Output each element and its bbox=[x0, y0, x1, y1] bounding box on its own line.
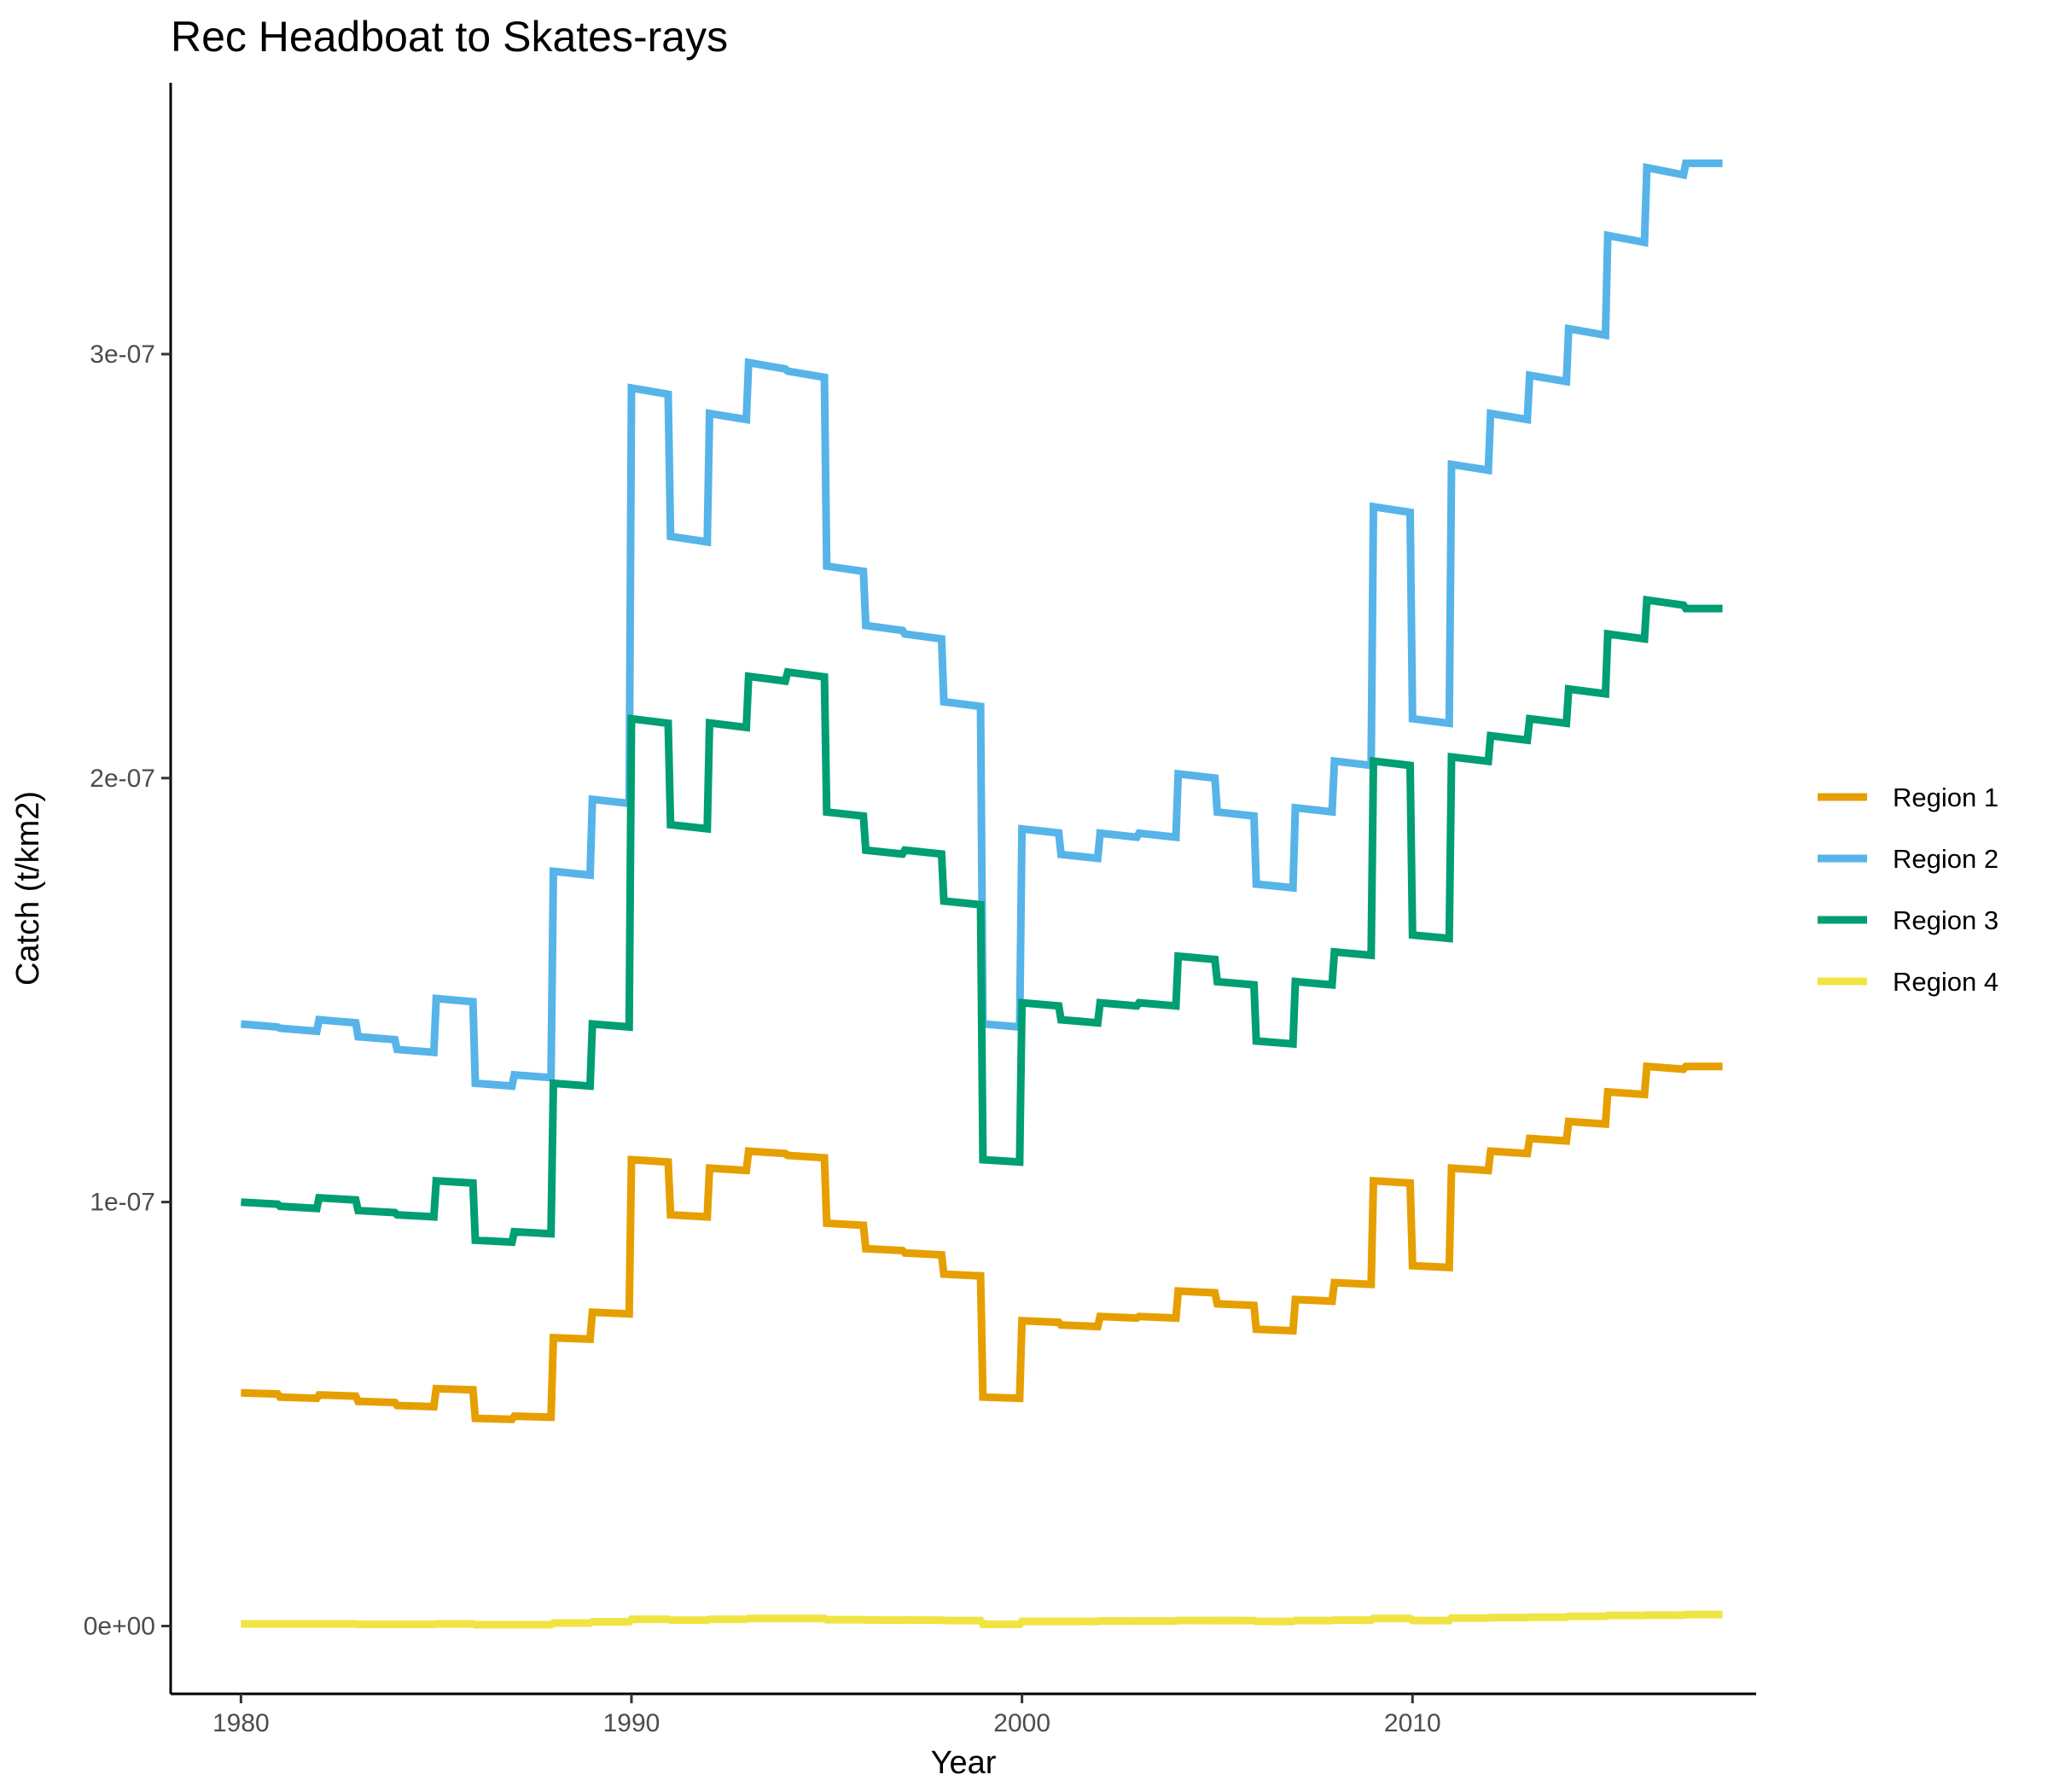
legend-label: Region 4 bbox=[1893, 967, 1999, 997]
legend-label: Region 2 bbox=[1893, 844, 1999, 874]
y-tick-label: 1e-07 bbox=[90, 1189, 155, 1217]
legend: Region 1 Region 2 Region 3 Region 4 bbox=[1818, 783, 1999, 997]
y-axis-title: Catch (t/km2) bbox=[10, 791, 46, 986]
x-tick-label: 2010 bbox=[1384, 1709, 1441, 1737]
chart-title: Rec Headboat to Skates-rays bbox=[171, 13, 729, 61]
series-line-region-3 bbox=[241, 595, 1723, 1247]
y-tick-label: 0e+00 bbox=[84, 1613, 155, 1641]
legend-label: Region 1 bbox=[1893, 783, 1999, 812]
series-line-region-4 bbox=[241, 1610, 1723, 1629]
y-tick-label: 2e-07 bbox=[90, 765, 155, 793]
series-line-region-1 bbox=[241, 1062, 1723, 1423]
legend-label: Region 3 bbox=[1893, 905, 1999, 935]
series-lines bbox=[241, 159, 1723, 1629]
x-tick-label: 2000 bbox=[993, 1709, 1050, 1737]
series-line-region-2 bbox=[241, 159, 1723, 1091]
y-tick-label: 3e-07 bbox=[90, 340, 155, 369]
x-tick-label: 1990 bbox=[603, 1709, 660, 1737]
y-axis: 0e+00 1e-07 2e-07 3e-07 bbox=[84, 340, 171, 1641]
x-axis: 1980 1990 2000 2010 bbox=[212, 1694, 1441, 1737]
x-axis-title: Year bbox=[931, 1745, 997, 1781]
x-tick-label: 1980 bbox=[212, 1709, 270, 1737]
